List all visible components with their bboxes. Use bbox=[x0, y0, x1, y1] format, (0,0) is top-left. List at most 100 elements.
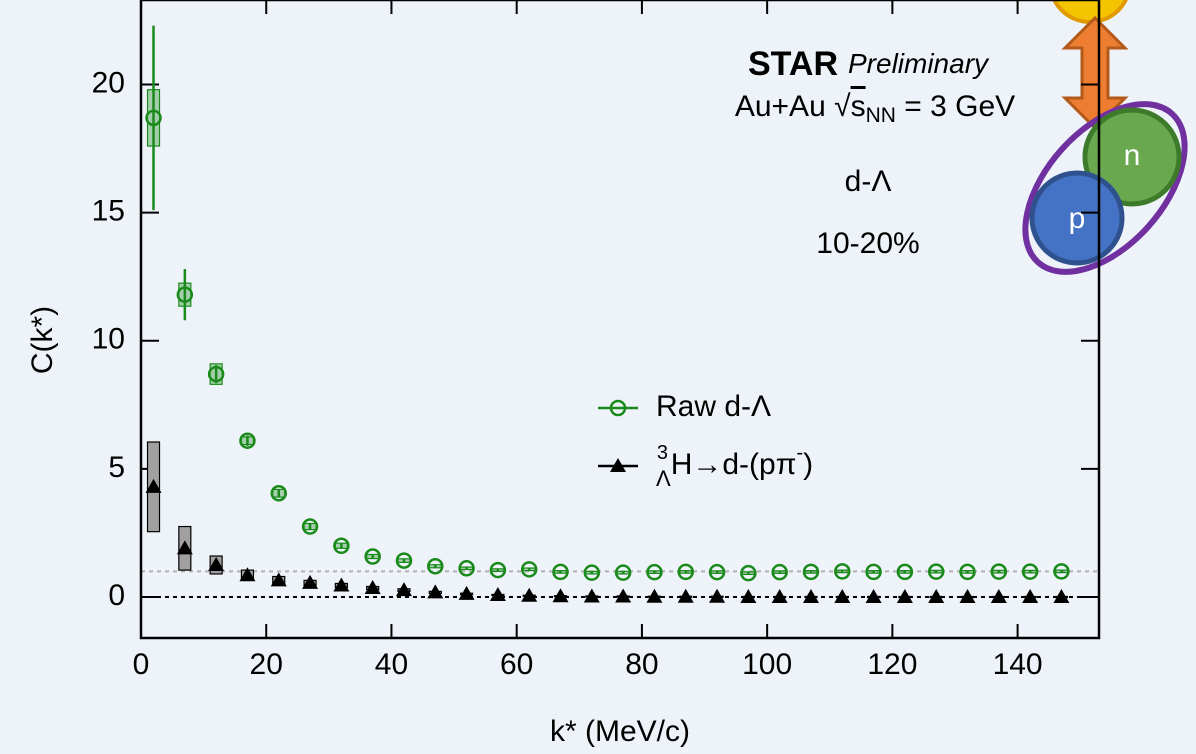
system-sub: NN bbox=[866, 104, 896, 127]
point bbox=[646, 588, 663, 603]
point bbox=[239, 567, 256, 582]
point bbox=[896, 563, 914, 581]
point bbox=[270, 484, 288, 502]
x-axis-label: k* (MeV/c) bbox=[550, 715, 690, 748]
x-tick-label: 40 bbox=[375, 648, 408, 681]
point bbox=[207, 365, 225, 383]
point bbox=[990, 589, 1007, 604]
point bbox=[615, 588, 632, 603]
legend: Raw d-Λ 3 ΛH→d-(pπ-) bbox=[598, 390, 813, 491]
point bbox=[552, 588, 569, 603]
legend-label: Raw d-Λ bbox=[656, 390, 771, 423]
point bbox=[176, 286, 194, 303]
x-tick-label: 0 bbox=[133, 648, 150, 681]
point bbox=[458, 560, 475, 577]
point bbox=[333, 577, 350, 592]
legend-sub: Λ bbox=[656, 466, 671, 491]
point bbox=[270, 572, 287, 587]
legend-text: H→d-(pπ bbox=[671, 448, 797, 481]
point bbox=[928, 589, 945, 604]
point bbox=[364, 548, 381, 565]
system-s: s bbox=[851, 90, 866, 123]
point bbox=[489, 586, 506, 601]
y-tick-label: 15 bbox=[92, 195, 125, 228]
point bbox=[646, 563, 663, 581]
point bbox=[677, 563, 694, 581]
point bbox=[521, 587, 538, 602]
point bbox=[395, 582, 412, 597]
point bbox=[802, 589, 819, 604]
point bbox=[708, 563, 726, 581]
x-tick-label: 120 bbox=[867, 648, 917, 681]
system-label: Au+Au √sNN = 3 GeV bbox=[735, 90, 1015, 127]
system-prefix: Au+Au bbox=[735, 90, 834, 123]
point bbox=[771, 563, 788, 581]
system-root: √ bbox=[834, 90, 851, 123]
point bbox=[364, 580, 381, 595]
point bbox=[771, 589, 788, 604]
y-tick-label: 20 bbox=[92, 66, 125, 99]
point bbox=[427, 558, 444, 575]
status: Preliminary bbox=[848, 48, 990, 79]
point bbox=[990, 563, 1008, 580]
point bbox=[614, 564, 632, 581]
point bbox=[239, 432, 256, 449]
point bbox=[176, 540, 193, 555]
point bbox=[145, 478, 162, 493]
y-tick-label: 5 bbox=[108, 451, 125, 484]
point bbox=[927, 563, 945, 580]
point bbox=[458, 585, 475, 600]
point bbox=[1053, 589, 1070, 604]
series bbox=[145, 25, 1070, 582]
y-tick-label: 0 bbox=[108, 579, 125, 612]
plot-area: 0 20 40 60 80 100 120 140 0 5 10 15 20 Raw d-Λ 3 ΛH→d-(… bbox=[92, 0, 1101, 681]
legend-sup2: - bbox=[796, 442, 803, 464]
x-tick-label: 60 bbox=[500, 648, 533, 681]
point bbox=[1022, 589, 1039, 604]
point bbox=[959, 563, 976, 581]
point bbox=[834, 589, 851, 604]
point bbox=[709, 588, 726, 603]
point bbox=[1053, 563, 1070, 580]
x-tick-label: 20 bbox=[250, 648, 283, 681]
point bbox=[583, 564, 601, 581]
point bbox=[301, 518, 319, 535]
legend-label: 3 ΛH→d-(pπ-) bbox=[656, 442, 813, 491]
centrality-label: 10-20% bbox=[816, 227, 919, 260]
legend-sup: 3 bbox=[657, 442, 668, 464]
point bbox=[208, 556, 225, 571]
point bbox=[959, 589, 976, 604]
point bbox=[395, 552, 413, 569]
point bbox=[896, 589, 913, 604]
point bbox=[740, 589, 757, 604]
point bbox=[677, 588, 694, 603]
pair-label: d-Λ bbox=[845, 165, 892, 198]
x-tick-label: 100 bbox=[742, 648, 792, 681]
point bbox=[427, 584, 444, 599]
point bbox=[865, 589, 882, 604]
experiment-label: STAR Preliminary bbox=[748, 45, 990, 83]
point bbox=[333, 537, 350, 555]
x-tick-label: 140 bbox=[993, 648, 1043, 681]
system-suffix: = 3 GeV bbox=[896, 90, 1015, 123]
point bbox=[520, 561, 538, 578]
point bbox=[552, 563, 569, 581]
point bbox=[1021, 563, 1039, 580]
point bbox=[865, 563, 882, 581]
legend-close: ) bbox=[803, 448, 813, 481]
legend-marker bbox=[610, 458, 626, 472]
neutron bbox=[1082, 107, 1182, 207]
point bbox=[740, 564, 757, 582]
legend-marker bbox=[609, 399, 627, 417]
point bbox=[583, 588, 600, 603]
deuteron-ellipse bbox=[1022, 101, 1188, 275]
x-tick-label: 80 bbox=[625, 648, 658, 681]
series bbox=[145, 441, 1070, 604]
point bbox=[489, 561, 507, 579]
plot-frame bbox=[139, 0, 1101, 640]
point bbox=[834, 563, 851, 580]
point bbox=[145, 109, 162, 127]
proton-label: p bbox=[1069, 202, 1086, 235]
